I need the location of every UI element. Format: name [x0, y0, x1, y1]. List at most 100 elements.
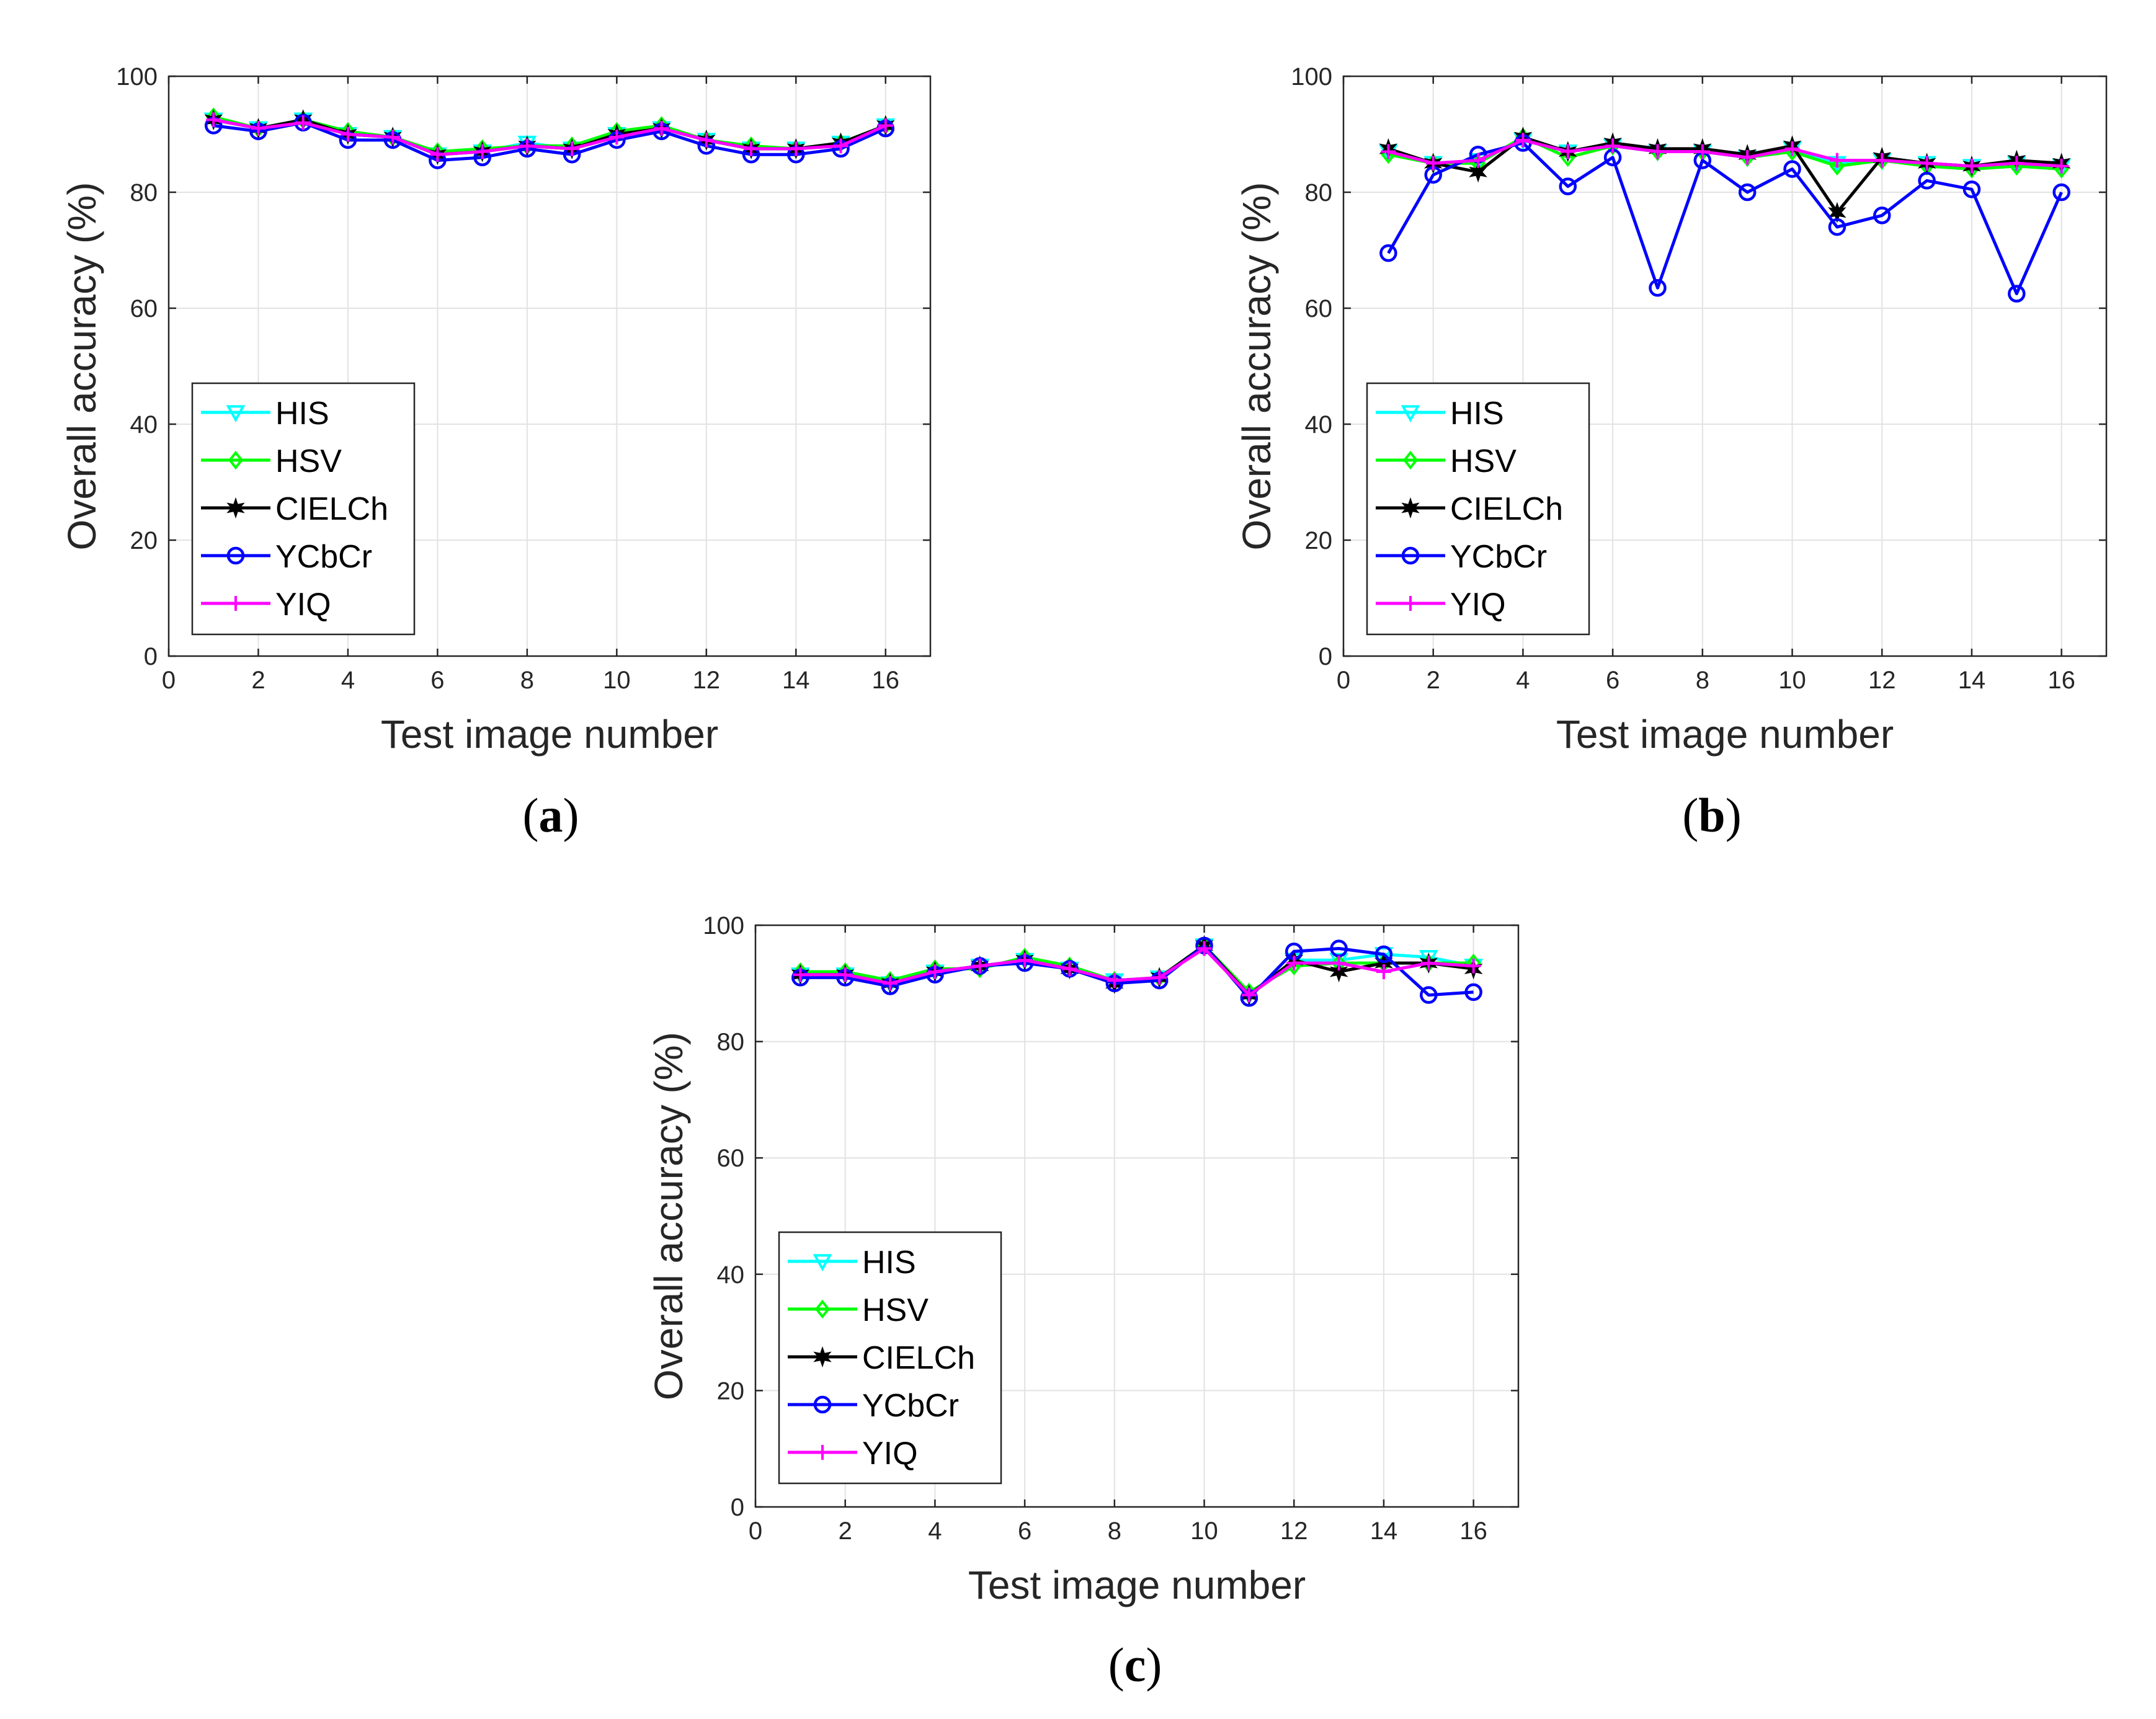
- legend-label-YCbCr: YCbCr: [862, 1388, 959, 1424]
- data-point-YIQ: [251, 121, 266, 136]
- data-point-YIQ: [1784, 141, 1800, 156]
- data-point-YIQ: [564, 141, 580, 156]
- data-point-YIQ: [1425, 156, 1441, 171]
- data-point-YCbCr: [1649, 279, 1667, 297]
- x-tick-label: 6: [1018, 1517, 1031, 1545]
- x-tick-label: 14: [1958, 667, 1986, 694]
- x-tick-label: 6: [1606, 667, 1619, 694]
- data-point-YIQ: [430, 147, 445, 162]
- x-tick-label: 4: [1516, 667, 1530, 694]
- x-tick-label: 4: [341, 667, 355, 694]
- data-point-YIQ: [2054, 158, 2069, 174]
- legend-marker-HSV: [228, 450, 244, 470]
- data-point-YCbCr: [1379, 244, 1397, 262]
- y-tick-label: 20: [130, 527, 158, 554]
- data-point-YIQ: [340, 127, 355, 142]
- data-point-YIQ: [1152, 970, 1167, 985]
- x-tick-label: 0: [1337, 667, 1350, 694]
- legend: HIS HSV CIELCh YCbCr YIQ: [778, 1231, 1002, 1485]
- series-line-YCbCr: [800, 944, 1474, 1000]
- y-tick-label: 80: [1305, 179, 1333, 207]
- y-tick-label: 0: [1319, 643, 1332, 670]
- data-point-YCbCr: [1738, 183, 1757, 202]
- series-line-YIQ: [800, 947, 1474, 997]
- y-tick-label: 60: [130, 295, 158, 322]
- data-point-YIQ: [837, 967, 853, 982]
- data-point-CIELCh: [1469, 161, 1487, 183]
- axes-box: [167, 75, 932, 657]
- panel-label-b: (b): [1682, 788, 1742, 842]
- panel-label-a: (a): [522, 788, 579, 842]
- legend-marker-YCbCr: [1401, 546, 1420, 565]
- legend-label-YCbCr: YCbCr: [275, 539, 372, 575]
- y-tick-label: 80: [717, 1029, 745, 1056]
- x-tick-label: 12: [1280, 1517, 1308, 1545]
- x-tick-label: 10: [1778, 667, 1806, 694]
- data-point-YIQ: [1829, 153, 1845, 168]
- data-point-YIQ: [793, 967, 808, 982]
- legend-label-CIELCh: CIELCh: [1450, 491, 1563, 527]
- legend-marker-CIELCh: [226, 497, 245, 519]
- data-point-YIQ: [1376, 964, 1391, 980]
- legend-marker-HIS: [813, 1254, 832, 1272]
- x-tick-label: 4: [928, 1517, 942, 1545]
- x-tick-label: 12: [693, 667, 721, 694]
- legend-label-YCbCr: YCbCr: [1450, 539, 1547, 575]
- x-tick-label: 0: [162, 667, 176, 694]
- data-point-YIQ: [654, 121, 669, 136]
- y-tick-label: 0: [144, 643, 158, 670]
- x-tick-label: 8: [520, 667, 534, 694]
- data-point-YIQ: [206, 112, 221, 128]
- series-line-YCbCr: [213, 121, 886, 162]
- data-point-YIQ: [1421, 955, 1437, 971]
- y-axis-label: Overall accuracy (%): [646, 1032, 691, 1400]
- data-point-YIQ: [698, 132, 714, 148]
- x-tick-label: 6: [430, 667, 444, 694]
- data-point-YIQ: [1919, 156, 1935, 171]
- data-point-YIQ: [1196, 941, 1212, 956]
- x-tick-label: 12: [1868, 667, 1896, 694]
- data-point-HIS: [1419, 949, 1438, 967]
- data-point-YIQ: [1515, 132, 1531, 148]
- legend-marker-HSV: [814, 1299, 831, 1319]
- x-axis-label: Test image number: [1556, 712, 1894, 757]
- series-line-YIQ: [1388, 138, 2062, 168]
- x-tick-label: 2: [1427, 667, 1440, 694]
- data-point-HSV: [1829, 156, 1845, 176]
- y-tick-label: 0: [731, 1494, 744, 1521]
- legend-label-HSV: HSV: [862, 1292, 929, 1328]
- data-point-YIQ: [1466, 958, 1481, 974]
- data-point-YIQ: [1695, 144, 1710, 159]
- data-point-YIQ: [1650, 144, 1665, 159]
- y-tick-label: 20: [1305, 527, 1333, 554]
- data-point-YIQ: [788, 141, 804, 156]
- legend-label-YIQ: YIQ: [862, 1436, 918, 1472]
- legend-marker-YIQ: [1403, 596, 1418, 611]
- data-point-YIQ: [609, 130, 625, 145]
- x-tick-label: 14: [1370, 1517, 1398, 1545]
- x-tick-label: 16: [2047, 667, 2075, 694]
- y-tick-label: 20: [717, 1377, 745, 1405]
- y-tick-label: 40: [130, 411, 158, 438]
- y-tick-label: 100: [703, 912, 744, 939]
- data-point-YIQ: [878, 118, 893, 133]
- legend-label-YIQ: YIQ: [1450, 587, 1506, 623]
- x-tick-label: 10: [603, 667, 631, 694]
- legend-label-CIELCh: CIELCh: [275, 491, 388, 527]
- data-point-YCbCr: [2052, 183, 2070, 202]
- data-point-YIQ: [519, 138, 535, 154]
- data-point-YCbCr: [1783, 160, 1801, 178]
- x-tick-label: 16: [1459, 1517, 1487, 1545]
- legend-marker-CIELCh: [813, 1346, 832, 1368]
- series-YIQ: [206, 112, 893, 162]
- y-tick-label: 40: [1305, 411, 1333, 438]
- data-point-YIQ: [1062, 961, 1077, 977]
- data-point-YIQ: [1286, 955, 1302, 971]
- data-point-YIQ: [1107, 973, 1122, 988]
- data-point-YIQ: [927, 964, 943, 980]
- y-tick-label: 60: [717, 1145, 745, 1172]
- data-point-YIQ: [833, 138, 849, 154]
- y-tick-label: 40: [717, 1261, 745, 1289]
- legend-marker-YIQ: [228, 596, 243, 611]
